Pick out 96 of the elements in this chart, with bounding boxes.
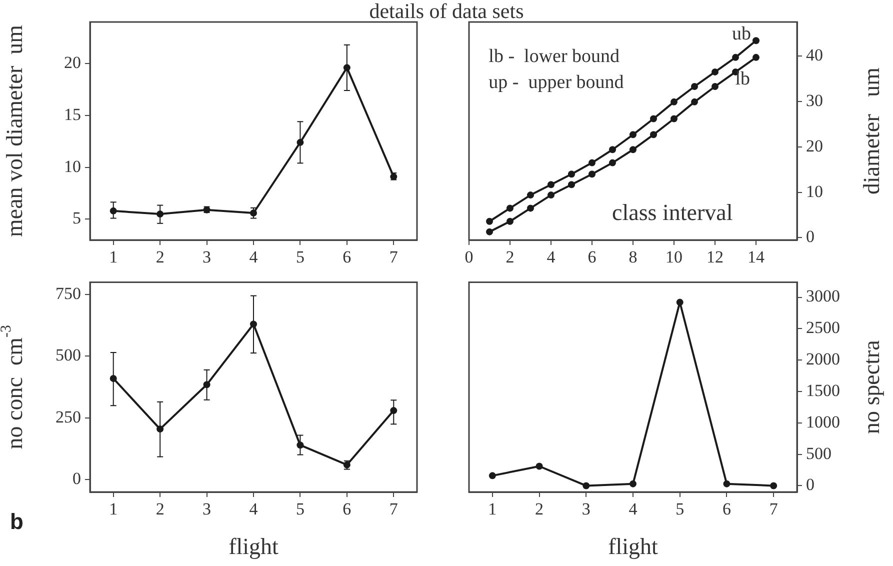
point [670, 98, 678, 106]
x-tick-label: 2 [506, 248, 514, 267]
y-axis-title: no conc cm-3 [0, 324, 28, 450]
point [650, 115, 657, 122]
annotation: lb - lower bound [488, 46, 620, 67]
y-tick-label: 0 [72, 469, 81, 488]
point [770, 482, 778, 490]
point [630, 146, 636, 154]
x-tick-label: 4 [249, 500, 258, 519]
y-tick-label: 20 [806, 136, 823, 156]
point [548, 181, 554, 188]
y-tick-label: 250 [56, 407, 81, 426]
x-tick-label: 2 [156, 500, 164, 519]
x-tick-label: 10 [666, 248, 682, 267]
y-tick-label: 30 [806, 90, 823, 110]
x-tick-label: 5 [296, 500, 304, 519]
series-label: ub [732, 24, 751, 45]
y-tick-label: 2000 [806, 350, 840, 369]
point [752, 37, 760, 44]
x-tick-label: 7 [389, 500, 398, 519]
x-tick-label: 8 [628, 248, 638, 267]
y-tick-label: 1000 [806, 412, 840, 432]
x-tick-label: 5 [296, 248, 304, 267]
x-tick-label: 14 [748, 248, 765, 267]
x-tick-label: 0 [464, 248, 474, 267]
point [488, 472, 496, 480]
y-tick-label: 500 [56, 346, 81, 365]
x-tick-label: 1 [109, 248, 118, 267]
point [548, 192, 554, 199]
point [582, 482, 590, 490]
point [506, 204, 514, 212]
y-axis-title: diameter um [859, 67, 884, 195]
point [630, 480, 636, 488]
y-tick-label: 750 [56, 284, 81, 304]
point [691, 98, 698, 106]
y-axis-title: no spectra [859, 340, 884, 434]
x-tick-label: 1 [109, 500, 118, 519]
point [486, 228, 493, 236]
point [609, 146, 616, 154]
x-tick-label: 4 [249, 248, 258, 267]
x-tick-label: 2 [156, 248, 164, 267]
point [568, 181, 575, 188]
x-tick-label: 6 [342, 248, 352, 267]
point [752, 54, 760, 61]
x-axis-title: class interval [612, 200, 733, 226]
y-tick-label: 10 [806, 182, 823, 201]
y-tick-label: 15 [64, 104, 81, 124]
point [568, 170, 575, 178]
x-axis-title: flight [608, 534, 659, 560]
y-tick-label: 40 [806, 46, 823, 65]
point [723, 480, 730, 488]
x-tick-label: 1 [488, 500, 497, 519]
x-tick-label: 12 [706, 248, 724, 267]
x-tick-label: 3 [202, 248, 212, 267]
point [676, 298, 684, 306]
y-tick-label: 2500 [806, 318, 840, 338]
point [650, 131, 657, 138]
x-tick-label: 6 [342, 500, 352, 519]
y-tick-label: 1500 [806, 380, 840, 400]
x-tick-label: 3 [582, 500, 590, 519]
x-tick-label: 7 [389, 248, 398, 267]
text: b [10, 509, 24, 534]
point [486, 218, 493, 225]
x-tick-label: 5 [676, 500, 684, 519]
point [527, 192, 534, 199]
y-axis-title: mean vol diameter um [2, 24, 28, 238]
point [691, 82, 698, 90]
point [527, 204, 534, 212]
point [712, 82, 718, 90]
y-tick-label: 3000 [806, 286, 840, 306]
x-axis-title: flight [228, 534, 280, 560]
point [630, 131, 636, 138]
point [609, 159, 616, 166]
x-tick-label: 4 [628, 500, 638, 519]
series-label: lb [735, 68, 750, 90]
point [670, 115, 678, 122]
y-tick-label: 10 [64, 156, 81, 176]
x-tick-label: 6 [588, 248, 596, 267]
x-tick-label: 4 [546, 248, 556, 267]
point [588, 159, 596, 166]
y-tick-label: 0 [806, 475, 814, 494]
point [732, 54, 739, 61]
x-tick-label: 6 [722, 500, 731, 519]
point [506, 218, 514, 225]
chart-title: details of data sets [368, 0, 525, 23]
y-tick-label: 20 [64, 52, 81, 72]
x-tick-label: 7 [769, 500, 778, 519]
point [536, 462, 543, 470]
y-tick-label: 0 [806, 227, 814, 246]
y-tick-label: 500 [806, 444, 832, 463]
y-tick-label: 5 [72, 208, 81, 228]
annotation: up - upper bound [488, 72, 624, 94]
x-tick-label: 3 [202, 500, 212, 519]
x-tick-label: 2 [535, 500, 544, 519]
point [712, 68, 718, 76]
point [588, 170, 596, 178]
